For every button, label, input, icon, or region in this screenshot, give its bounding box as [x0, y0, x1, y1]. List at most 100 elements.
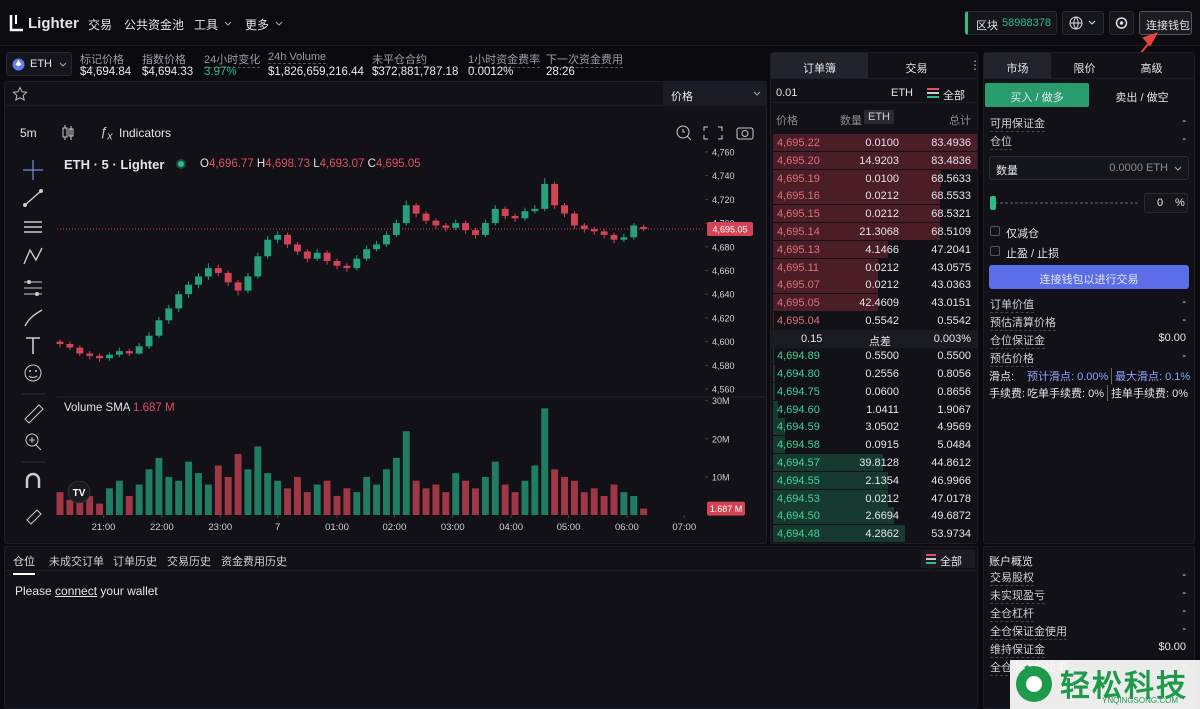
ticker-bar: ETH 标记价格 $4,694.84 指数价格 $4,694.33 24小时变化 3.97…	[0, 47, 768, 81]
nav-item[interactable]: 更多	[245, 18, 270, 32]
volume-bar	[610, 484, 618, 515]
sell-button[interactable]: 卖出 / 做空	[1090, 83, 1194, 107]
positions-tab[interactable]: 仓位	[13, 553, 35, 575]
x-tick-label: 7	[275, 522, 280, 533]
amount-label: 数量	[996, 165, 1018, 177]
more-icon[interactable]: ⋮	[969, 58, 981, 72]
margin-value: -	[1182, 133, 1186, 145]
size-slider[interactable]	[990, 195, 1138, 211]
filter-select[interactable]: 全部	[943, 90, 965, 102]
positions-tab[interactable]: 未成交订单	[49, 556, 104, 568]
order-price: 4,694.48	[777, 528, 820, 541]
depth-bar	[773, 223, 941, 240]
price-select[interactable]: 价格	[663, 82, 767, 106]
order-total: 44.8612	[931, 456, 971, 469]
settings-button[interactable]	[1109, 11, 1134, 35]
tp-sl-checkbox[interactable]	[990, 246, 1000, 256]
order-qty: 0.0600	[865, 385, 899, 398]
logo-icon	[9, 15, 23, 32]
volume-bar	[580, 492, 588, 515]
chart-actions[interactable]	[674, 123, 764, 143]
tick-size[interactable]: 0.01	[776, 87, 798, 99]
volume-bar	[115, 480, 123, 515]
volume-bar	[303, 492, 311, 515]
positions-tab[interactable]: 资金费用历史	[221, 556, 287, 568]
candle-body	[353, 258, 361, 269]
drawing-toolbar[interactable]	[20, 158, 48, 542]
order-price: 4,694.58	[777, 439, 820, 452]
volume-bar	[373, 484, 381, 515]
orderbook-tab[interactable]: 订单簿	[771, 53, 868, 78]
amount-input[interactable]: 数量 0.0000 ETH	[989, 156, 1189, 180]
volume-bar	[204, 484, 212, 515]
timeframe[interactable]: 5m	[20, 126, 37, 140]
info-label: 订单价值	[990, 296, 1034, 313]
price-select-text: 价格	[671, 91, 693, 103]
candle-type-icon[interactable]	[60, 124, 76, 142]
logo[interactable]: Lighter	[28, 15, 79, 32]
order-qty: 0.0915	[865, 439, 899, 452]
order-price: 4,695.05	[777, 297, 820, 310]
volume-bar	[561, 476, 568, 515]
order-type-tab-text: 市场	[1006, 63, 1029, 75]
dropdown-caret	[275, 21, 283, 26]
reduce-only-checkbox[interactable]	[990, 226, 1000, 236]
orderbook-header: 价格 数量 ETH 总计	[771, 109, 977, 127]
dropdown-caret	[224, 21, 232, 26]
volume-bar	[462, 480, 470, 515]
orderbook-tab[interactable]: 交易	[868, 53, 965, 78]
percent-input[interactable]: 0 %	[1144, 193, 1188, 213]
depth-bar	[773, 364, 775, 382]
volume-value: 1.687 M	[133, 402, 175, 414]
depth-bar	[773, 187, 941, 205]
favorite-icon[interactable]	[12, 86, 28, 102]
message-before: Please	[15, 584, 56, 598]
fees-row: 手续费: 吃单手续费: 0% 挂单手续费: 0%	[989, 384, 1193, 401]
nav-item[interactable]: 工具	[194, 18, 219, 32]
volume-bar	[165, 476, 173, 515]
chart-title: ETH · 5 · Lighter	[64, 157, 165, 172]
stat-label: 24小时变化	[204, 51, 261, 68]
order-type-tab[interactable]: 限价	[1051, 53, 1118, 78]
total-header: 总计	[949, 115, 971, 127]
order-total: 0.5500	[937, 350, 971, 363]
candle-body	[76, 347, 84, 354]
depth-bar	[773, 276, 879, 294]
nav-item[interactable]: 公共资金池	[124, 18, 185, 32]
volume-bar	[96, 503, 104, 515]
bid-row: 4,694.53 0.0212 47.0178	[771, 489, 977, 507]
stat-value: $4,694.33	[142, 66, 194, 78]
ohlc-legend: O4,696.77 H4,698.73 L4,693.07 C4,695.05	[200, 158, 421, 170]
open-value: 4,696.77	[208, 158, 254, 170]
connect-wallet-button[interactable]: 连接钱包	[1139, 11, 1192, 35]
candle-body	[442, 225, 450, 228]
volume-bar	[145, 469, 153, 515]
svg-text:TV: TV	[73, 488, 86, 499]
slider-thumb[interactable]	[990, 196, 996, 210]
orderbook-tabs: 订单簿 交易	[771, 53, 977, 79]
buy-button[interactable]: 买入 / 做多	[985, 83, 1089, 107]
price-header: 价格	[776, 115, 798, 127]
indicators-button[interactable]: Indicators	[119, 126, 172, 140]
depth-bar	[773, 169, 941, 187]
connect-trade-button[interactable]: 连接钱包以进行交易	[989, 265, 1189, 289]
slippage-row: 滑点: 预计滑点: 0.00% 最大滑点: 0.1%	[989, 367, 1193, 384]
order-type-tab[interactable]: 市场	[984, 53, 1051, 78]
connect-link[interactable]: connect	[55, 584, 98, 598]
nav-item[interactable]: 交易	[88, 18, 113, 32]
positions-filter[interactable]: 全部	[921, 550, 975, 568]
volume-tick-label: 20M	[712, 434, 730, 444]
language-button[interactable]	[1062, 11, 1104, 35]
positions-tab[interactable]: 交易历史	[167, 556, 211, 568]
positions-tab[interactable]: 订单历史	[113, 556, 157, 568]
bid-row: 4,694.60 1.0411 1.9067	[771, 400, 977, 418]
order-price: 4,694.60	[777, 403, 820, 416]
candle-body	[481, 223, 489, 235]
order-type-tab[interactable]: 高级	[1118, 53, 1185, 78]
candle-body	[422, 213, 430, 221]
symbol-select[interactable]: ETH	[6, 52, 72, 76]
order-total: 0.5542	[937, 315, 971, 327]
unit-select[interactable]: ETH	[891, 87, 913, 99]
order-type-tabs: 市场 限价 高级	[984, 53, 1194, 79]
